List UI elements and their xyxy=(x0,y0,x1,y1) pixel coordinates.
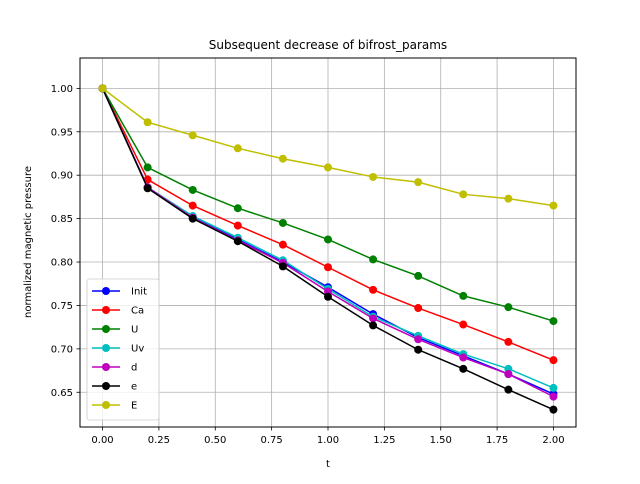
legend-label: E xyxy=(131,401,137,412)
data-point-e xyxy=(278,154,287,163)
data-point-e xyxy=(233,237,242,246)
legend-marker xyxy=(102,382,110,390)
y-tick-label: 0.65 xyxy=(51,388,73,399)
data-point-e xyxy=(188,131,197,140)
legend-item-e: e xyxy=(92,382,137,393)
data-point-e xyxy=(459,364,468,373)
data-point-e xyxy=(188,214,197,223)
legend-marker xyxy=(102,287,110,295)
data-point-d xyxy=(549,392,558,401)
data-point-ca xyxy=(324,263,332,272)
series-e xyxy=(98,84,558,210)
chart-title: Subsequent decrease of bifrost_params xyxy=(209,38,447,52)
data-point-u xyxy=(188,185,197,194)
y-tick-label: 1.00 xyxy=(51,84,73,95)
data-point-e xyxy=(233,144,242,153)
data-point-e xyxy=(98,84,107,93)
data-point-e xyxy=(549,405,558,414)
data-point-ca xyxy=(233,221,242,230)
data-point-d xyxy=(504,370,513,379)
data-point-u xyxy=(143,163,152,172)
data-point-u xyxy=(414,271,423,280)
data-point-e xyxy=(504,194,513,203)
data-point-d xyxy=(459,353,468,362)
data-point-e xyxy=(278,262,287,271)
x-axis-label: t xyxy=(326,459,330,470)
legend-label: d xyxy=(131,363,137,374)
legend-marker xyxy=(102,363,110,371)
data-point-e xyxy=(414,178,423,187)
legend: Init Ca U Uv deE xyxy=(86,278,160,421)
grid xyxy=(80,58,576,427)
y-axis-label: normalized magnetic pressure xyxy=(23,166,34,318)
data-point-u xyxy=(459,291,468,300)
legend-item-uv: Uv xyxy=(92,344,144,355)
data-point-ca xyxy=(188,201,197,210)
data-point-e xyxy=(324,292,332,301)
y-tick-label: 0.70 xyxy=(51,344,73,355)
data-point-e xyxy=(414,345,423,354)
y-tick-label: 0.90 xyxy=(51,171,73,182)
data-point-uv xyxy=(549,383,558,392)
x-tick-label: 2.00 xyxy=(542,435,564,446)
data-point-ca xyxy=(369,285,378,294)
x-tick-label: 1.25 xyxy=(373,435,395,446)
legend-marker xyxy=(102,325,110,333)
legend-marker xyxy=(102,401,110,409)
data-point-u xyxy=(278,218,287,227)
legend-label: Uv xyxy=(131,344,144,355)
legend-marker xyxy=(102,306,110,314)
data-point-u xyxy=(549,317,558,326)
data-point-ca xyxy=(459,320,468,329)
data-point-d xyxy=(369,314,378,323)
x-tick-label: 0.25 xyxy=(148,435,170,446)
legend-marker xyxy=(102,344,110,352)
data-point-e xyxy=(549,201,558,210)
data-point-e xyxy=(143,184,152,193)
series-layer xyxy=(98,84,558,414)
data-point-ca xyxy=(414,304,423,313)
x-tick-label: 1.50 xyxy=(430,435,452,446)
data-point-u xyxy=(233,204,242,213)
legend-item-u: U xyxy=(92,325,138,336)
legend-item-d: d xyxy=(92,363,137,374)
data-point-u xyxy=(504,303,513,312)
data-point-d xyxy=(414,335,423,344)
data-point-e xyxy=(143,118,152,127)
data-point-ca xyxy=(549,356,558,365)
x-tick-label: 0.50 xyxy=(204,435,226,446)
data-point-u xyxy=(324,235,332,244)
y-tick-label: 0.95 xyxy=(51,127,73,138)
legend-label: e xyxy=(131,382,137,393)
legend-box xyxy=(86,278,160,421)
x-tick-label: 0.75 xyxy=(261,435,283,446)
y-tick-label: 0.80 xyxy=(51,258,73,269)
y-tick-label: 0.85 xyxy=(51,214,73,225)
legend-item-init: Init xyxy=(92,287,147,298)
legend-label: Init xyxy=(131,287,147,298)
legend-item-ca: Ca xyxy=(92,306,144,317)
y-tick-label: 0.75 xyxy=(51,301,73,312)
x-tick-label: 1.75 xyxy=(486,435,508,446)
legend-label: U xyxy=(131,325,138,336)
data-point-ca xyxy=(504,337,513,346)
data-point-e xyxy=(504,385,513,394)
x-tick-label: 1.00 xyxy=(317,435,339,446)
ticks: 0.00 0.25 0.50 0.75 1.00 1.25 1.50 1.75 2.00 0.65… xyxy=(51,84,565,446)
data-point-e xyxy=(324,163,332,172)
data-point-u xyxy=(369,255,378,264)
legend-label: Ca xyxy=(131,306,144,317)
x-tick-label: 0.00 xyxy=(91,435,113,446)
data-point-e xyxy=(369,172,378,181)
data-point-e xyxy=(459,190,468,199)
legend-item-e: E xyxy=(92,401,137,412)
data-point-e xyxy=(369,321,378,330)
data-point-ca xyxy=(278,240,287,249)
